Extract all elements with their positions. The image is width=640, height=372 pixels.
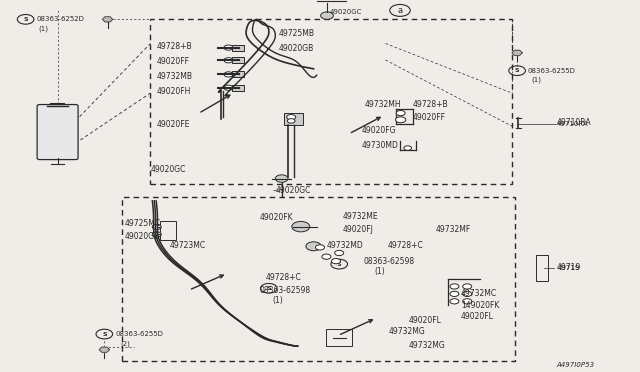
Text: 49732MB: 49732MB xyxy=(157,72,193,81)
Circle shape xyxy=(152,224,161,230)
Text: 49020GC: 49020GC xyxy=(330,9,362,15)
Text: (1): (1) xyxy=(38,26,49,32)
Text: a: a xyxy=(397,6,403,15)
Text: 49723MC: 49723MC xyxy=(170,241,205,250)
Text: S: S xyxy=(515,68,520,73)
Text: 08363-6252D: 08363-6252D xyxy=(36,16,84,22)
Bar xyxy=(232,45,244,51)
Text: 49710RA: 49710RA xyxy=(557,118,591,127)
Text: 49728+B: 49728+B xyxy=(413,100,449,109)
Circle shape xyxy=(396,110,405,116)
Bar xyxy=(232,57,244,63)
Circle shape xyxy=(292,221,310,232)
Text: A497I0P53: A497I0P53 xyxy=(557,362,595,368)
Circle shape xyxy=(463,291,472,296)
Text: S: S xyxy=(102,331,107,337)
Text: 49732MD: 49732MD xyxy=(326,241,363,250)
Circle shape xyxy=(224,85,233,90)
Text: 49725MB: 49725MB xyxy=(278,29,314,38)
Circle shape xyxy=(463,284,472,289)
Text: 08363-62598: 08363-62598 xyxy=(259,286,310,295)
Polygon shape xyxy=(99,347,109,352)
Text: 49728+C: 49728+C xyxy=(266,273,301,282)
Text: 49020FE: 49020FE xyxy=(157,120,190,129)
Bar xyxy=(150,19,512,184)
Text: S: S xyxy=(337,262,342,267)
Text: 49728+B: 49728+B xyxy=(157,42,193,51)
Text: 08363-6255D: 08363-6255D xyxy=(115,331,163,337)
Bar xyxy=(284,113,303,125)
Text: 49719: 49719 xyxy=(557,263,581,272)
Text: 49020GE: 49020GE xyxy=(125,232,159,241)
Bar xyxy=(122,197,515,361)
Text: 49725MC: 49725MC xyxy=(125,219,161,228)
Text: 49020FJ: 49020FJ xyxy=(342,225,373,234)
Text: 49020FF: 49020FF xyxy=(413,113,446,122)
Circle shape xyxy=(152,232,161,237)
Circle shape xyxy=(275,175,288,182)
Text: 08363-62598: 08363-62598 xyxy=(364,257,415,266)
Text: 49020FK: 49020FK xyxy=(259,213,293,222)
Circle shape xyxy=(224,58,233,63)
Text: 49728+C: 49728+C xyxy=(387,241,423,250)
Text: 49732MF: 49732MF xyxy=(435,225,470,234)
Circle shape xyxy=(306,242,321,251)
Bar xyxy=(536,255,548,281)
Text: 08363-6255D: 08363-6255D xyxy=(527,68,575,74)
Text: 49732MH: 49732MH xyxy=(365,100,401,109)
Text: S: S xyxy=(266,286,271,291)
Circle shape xyxy=(287,119,295,123)
Bar xyxy=(232,71,244,77)
Circle shape xyxy=(450,291,459,296)
Text: 49020GB: 49020GB xyxy=(278,44,314,53)
Circle shape xyxy=(335,250,344,256)
Circle shape xyxy=(450,284,459,289)
Circle shape xyxy=(321,12,333,19)
Text: 49732MC: 49732MC xyxy=(461,289,497,298)
Text: 49732ME: 49732ME xyxy=(342,212,378,221)
Text: (2): (2) xyxy=(120,340,130,347)
Text: 49020GC: 49020GC xyxy=(275,186,310,195)
Circle shape xyxy=(396,117,406,123)
Text: 49719: 49719 xyxy=(558,265,580,271)
Text: 49020FH: 49020FH xyxy=(157,87,191,96)
Polygon shape xyxy=(102,17,113,22)
Text: 149020FK: 149020FK xyxy=(461,301,499,310)
Text: 49020FF: 49020FF xyxy=(157,57,190,66)
Circle shape xyxy=(287,115,296,120)
Circle shape xyxy=(224,45,233,50)
Text: (1): (1) xyxy=(272,296,283,305)
Text: 49020FL: 49020FL xyxy=(461,312,493,321)
Text: 49020GC: 49020GC xyxy=(150,165,186,174)
Polygon shape xyxy=(512,50,522,55)
Text: 49710RA: 49710RA xyxy=(557,121,588,126)
Circle shape xyxy=(224,72,233,77)
Circle shape xyxy=(450,299,459,304)
Text: 49020FG: 49020FG xyxy=(362,126,396,135)
Text: 49020FL: 49020FL xyxy=(408,316,441,325)
Circle shape xyxy=(322,254,331,259)
Text: 49730MD: 49730MD xyxy=(362,141,399,150)
Circle shape xyxy=(332,259,340,264)
Circle shape xyxy=(404,146,412,150)
Bar xyxy=(160,221,176,240)
Text: S: S xyxy=(23,17,28,22)
Bar xyxy=(232,85,244,91)
FancyBboxPatch shape xyxy=(37,105,78,160)
Text: 49732MG: 49732MG xyxy=(389,327,426,336)
Bar xyxy=(326,329,352,346)
Text: (1): (1) xyxy=(531,77,541,83)
Circle shape xyxy=(463,299,472,304)
Circle shape xyxy=(316,245,324,250)
Text: (1): (1) xyxy=(374,267,385,276)
Text: 49732MG: 49732MG xyxy=(408,341,445,350)
